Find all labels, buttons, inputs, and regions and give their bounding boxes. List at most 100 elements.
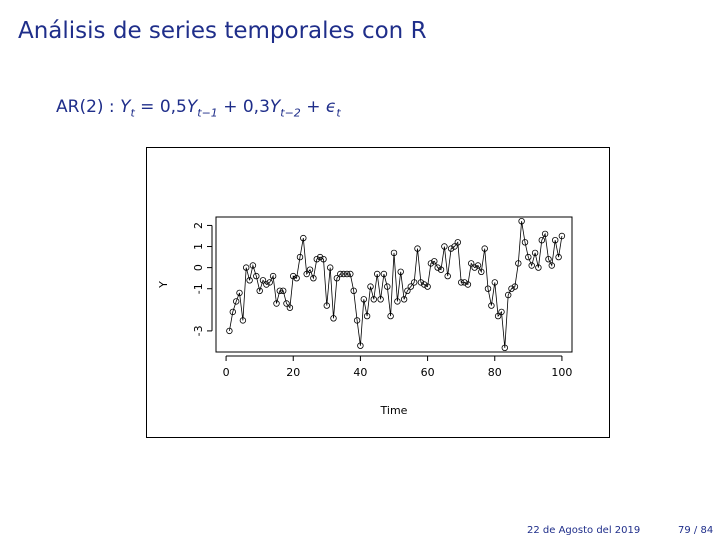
- x-tick-label: 40: [353, 366, 367, 379]
- data-point: [437, 266, 445, 273]
- data-point: [360, 296, 367, 303]
- data-point: [508, 285, 515, 292]
- data-point: [511, 283, 519, 290]
- y-tick-label: 0: [192, 264, 205, 271]
- data-point: [488, 302, 495, 309]
- data-point: [431, 258, 438, 265]
- equation-term2-sub: t−2: [280, 106, 301, 120]
- data-point: [316, 253, 324, 261]
- data-point: [548, 262, 555, 269]
- data-point: [528, 262, 535, 269]
- data-point: [273, 300, 280, 307]
- data-point: [330, 315, 337, 322]
- data-point: [552, 236, 559, 244]
- data-point: [525, 253, 532, 261]
- data-point: [357, 342, 364, 349]
- x-tick-label: 0: [223, 366, 230, 379]
- data-point: [333, 274, 341, 282]
- equation-term1-sub: t−1: [197, 106, 218, 120]
- data-point: [461, 279, 468, 286]
- data-point: [300, 234, 307, 242]
- y-tick-label: -3: [192, 325, 205, 336]
- data-point: [367, 283, 374, 290]
- data-point: [343, 270, 351, 278]
- equation-lhs-sub: t: [130, 106, 135, 120]
- data-point: [478, 268, 485, 275]
- x-tick-label: 60: [421, 366, 435, 379]
- data-point: [555, 253, 562, 261]
- data-point: [236, 289, 243, 297]
- x-tick-label: 20: [286, 366, 300, 379]
- data-point: [306, 266, 314, 273]
- equation-eps: ϵ: [325, 97, 337, 117]
- data-point: [538, 236, 545, 244]
- data-point: [256, 287, 263, 294]
- data-point: [390, 249, 398, 257]
- data-point: [377, 296, 384, 303]
- data-point: [451, 243, 458, 250]
- data-point: [279, 287, 287, 294]
- data-point: [249, 262, 257, 269]
- data-point: [394, 298, 401, 305]
- equation-term2: Y: [269, 97, 281, 117]
- data-point: [387, 312, 394, 320]
- data-point: [400, 296, 408, 303]
- data-point: [447, 245, 455, 252]
- data-point: [269, 272, 277, 280]
- data-point: [491, 279, 498, 286]
- data-point: [407, 283, 414, 290]
- data-point: [310, 274, 317, 282]
- data-point: [246, 277, 253, 284]
- data-point: [263, 281, 270, 288]
- data-point: [370, 296, 377, 303]
- data-point: [558, 232, 566, 240]
- data-point: [296, 253, 304, 261]
- data-point: [501, 344, 508, 351]
- equation-eps-sub: t: [336, 106, 341, 120]
- time-series-chart: 0 20 40 60 80 100 Time -3 -1 0 1 2 Y: [157, 216, 573, 417]
- data-point: [458, 279, 465, 286]
- data-point: [545, 255, 552, 263]
- data-point: [434, 264, 441, 271]
- x-tick-label: 80: [488, 366, 502, 379]
- equation-label: AR(2) :: [56, 97, 121, 117]
- data-point: [283, 300, 290, 307]
- series-line: [229, 221, 563, 348]
- data-point: [414, 245, 421, 252]
- data-point: [380, 270, 388, 278]
- footer-date: 22 de Agosto del 2019: [527, 525, 641, 536]
- data-point: [320, 255, 327, 263]
- data-point: [313, 255, 320, 263]
- y-axis-title: Y: [157, 281, 170, 289]
- data-point: [323, 302, 330, 309]
- equation-lhs: Y: [120, 97, 131, 117]
- data-point: [276, 287, 283, 294]
- data-point: [353, 317, 361, 324]
- data-point: [464, 281, 472, 288]
- y-tick-label: 1: [192, 243, 205, 250]
- data-point: [518, 217, 525, 225]
- data-point: [232, 298, 240, 305]
- data-point: [384, 283, 391, 290]
- footer-page-number: 79 / 84: [678, 525, 714, 536]
- x-axis-title: Time: [380, 404, 408, 417]
- data-point: [242, 264, 250, 271]
- data-point: [411, 279, 418, 286]
- data-point: [266, 279, 273, 286]
- data-point: [421, 281, 428, 288]
- data-point: [424, 283, 431, 290]
- data-point: [229, 308, 236, 316]
- ar2-equation: AR(2) : Yt = 0,5Yt−1 + 0,3Yt−2 + ϵt: [56, 97, 341, 119]
- data-point: [494, 312, 502, 320]
- data-point: [535, 264, 542, 271]
- data-point: [253, 272, 260, 280]
- equation-eq: = 0,5: [134, 97, 187, 117]
- data-point: [498, 308, 505, 316]
- data-point: [286, 304, 294, 311]
- equation-plus1: + 0,3: [217, 97, 270, 117]
- data-point: [468, 260, 475, 267]
- slide-title: Análisis de series temporales con R: [18, 18, 427, 44]
- data-point: [303, 270, 310, 278]
- data-point: [373, 270, 381, 278]
- equation-plus2: +: [300, 97, 326, 117]
